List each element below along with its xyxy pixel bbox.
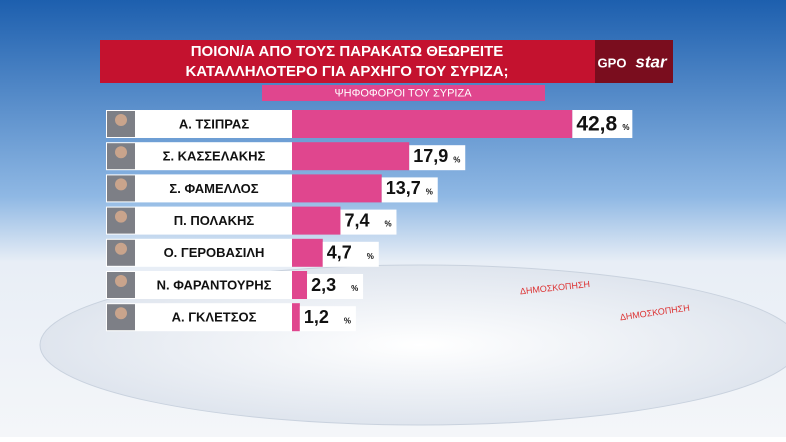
value-box xyxy=(381,177,438,203)
value-box xyxy=(307,274,364,299)
photo-head xyxy=(115,178,127,191)
value-unit: % xyxy=(622,123,629,132)
bar xyxy=(292,206,341,235)
value-unit: % xyxy=(351,284,358,293)
photo-head xyxy=(115,114,127,126)
subtitle-box xyxy=(262,85,545,101)
photo-head xyxy=(115,210,127,223)
value-label: 13,7 xyxy=(386,178,421,198)
value-unit: % xyxy=(384,220,391,229)
category-label: Α. ΤΣΙΠΡΑΣ xyxy=(179,116,249,131)
name-box xyxy=(106,271,292,299)
value-box xyxy=(409,145,466,171)
value-unit: % xyxy=(453,155,460,164)
value-box xyxy=(322,241,379,267)
value-label: 42,8 xyxy=(576,113,617,136)
value-box xyxy=(340,209,397,235)
photo-head xyxy=(115,242,127,255)
name-box xyxy=(106,206,292,235)
photo-head xyxy=(115,307,127,320)
category-label: Σ. ΦΑΜΕΛΛΟΣ xyxy=(169,181,258,196)
chart-title: ΠΟΙΟΝ/Α ΑΠΟ ΤΟΥΣ ΠΑΡΑΚΑΤΩ ΘΕΩΡΕΙΤΕ xyxy=(191,43,504,60)
bar xyxy=(292,271,308,299)
bar xyxy=(292,110,573,138)
value-label: 7,4 xyxy=(344,210,369,230)
bar xyxy=(292,238,323,267)
value-label: 17,9 xyxy=(413,146,448,166)
value-unit: % xyxy=(344,316,351,325)
chart-title: ΚΑΤΑΛΛΗΛΟΤΕΡΟ ΓΙΑ ΑΡΧΗΓΟ ΤΟΥ ΣΥΡΙΖΑ; xyxy=(185,63,508,80)
photo-head xyxy=(115,275,127,287)
value-label: 1,2 xyxy=(304,307,329,327)
name-box xyxy=(106,174,292,203)
name-box xyxy=(106,238,292,267)
value-label: 2,3 xyxy=(311,275,336,295)
category-label: Ο. ΓΕΡΟΒΑΣΙΛΗ xyxy=(164,245,265,260)
name-box xyxy=(106,142,292,171)
value-unit: % xyxy=(367,252,374,261)
value-box xyxy=(572,110,633,138)
name-box xyxy=(106,303,292,332)
category-label: Σ. ΚΑΣΣΕΛΑΚΗΣ xyxy=(163,149,266,164)
category-label: Π. ΠΟΛΑΚΗΣ xyxy=(174,213,255,228)
category-label: Ν. ΦΑΡΑΝΤΟΥΡΗΣ xyxy=(157,277,272,292)
logo-text: star xyxy=(635,52,668,71)
title-box xyxy=(100,40,595,83)
subtitle: ΨΗΦΟΦΟΡΟΙ ΤΟΥ ΣΥΡΙΖΑ xyxy=(334,87,472,99)
value-box xyxy=(299,306,356,332)
bar xyxy=(292,142,410,171)
logo-box xyxy=(595,40,673,83)
photo-head xyxy=(115,146,127,159)
value-unit: % xyxy=(426,188,433,197)
value-label: 4,7 xyxy=(327,243,352,263)
bar xyxy=(292,303,300,332)
bar xyxy=(292,174,382,203)
name-box xyxy=(106,110,292,138)
category-label: Α. ΓΚΛΕΤΣΟΣ xyxy=(172,310,257,325)
logo-text: GPO xyxy=(598,55,627,70)
